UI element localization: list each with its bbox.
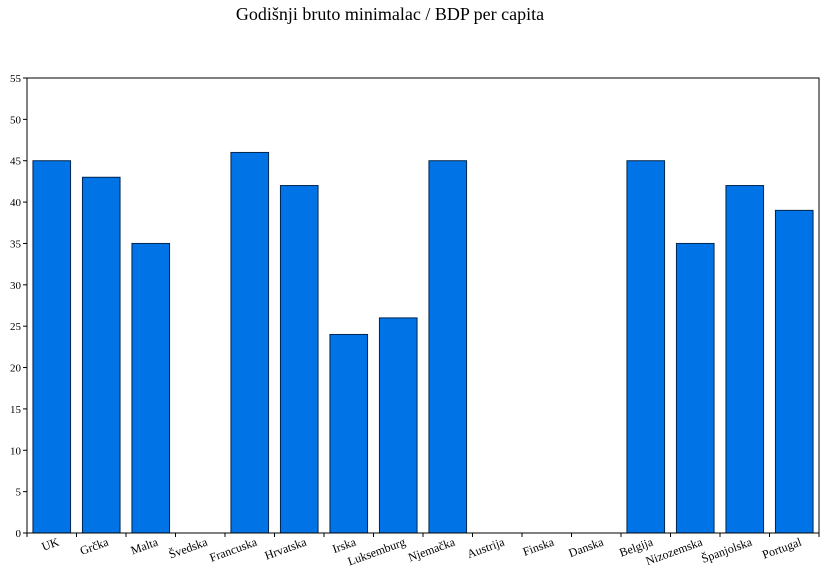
- bars: [32, 151, 814, 534]
- x-tick-label: Malta: [129, 534, 161, 557]
- bar-francuska: [230, 151, 270, 534]
- bar-irska: [329, 333, 369, 534]
- bar-uk: [32, 160, 72, 534]
- y-tick-label: 55: [10, 73, 22, 85]
- bar-luksemburg: [378, 317, 418, 534]
- bar-hrvatska: [279, 185, 319, 534]
- y-tick-label: 30: [10, 280, 22, 292]
- x-tick-label: Njemačka: [406, 534, 457, 564]
- x-tick-label: Španjolska: [699, 534, 754, 565]
- x-tick-label: Francuska: [208, 534, 260, 564]
- x-tick-label: Hrvatska: [263, 534, 309, 562]
- bar-njemačka: [428, 160, 468, 534]
- y-axis: 0 5 10 15 20 25 30 35 40 45 50 55: [10, 73, 27, 540]
- chart-title: Godišnji bruto minimalac / BDP per capit…: [235, 4, 545, 24]
- x-tick-label: Švedska: [167, 534, 210, 561]
- bar-nizozemska: [675, 242, 715, 534]
- x-tick-label: UK: [40, 535, 61, 554]
- y-tick-label: 35: [10, 238, 22, 250]
- bar-grčka: [81, 176, 121, 534]
- bar-španjolska: [725, 185, 765, 534]
- y-tick-label: 10: [10, 445, 22, 457]
- y-tick-label: 5: [16, 487, 22, 499]
- x-tick-label: Danska: [567, 534, 606, 560]
- y-tick-label: 40: [10, 197, 22, 209]
- y-tick-label: 25: [10, 321, 22, 333]
- y-tick-label: 0: [16, 528, 22, 540]
- y-tick-label: 15: [10, 404, 22, 416]
- x-tick-label: Luksemburg: [346, 535, 408, 569]
- bar-malta: [131, 242, 171, 534]
- bar-belgija: [626, 160, 666, 534]
- plot-frame: [26, 77, 820, 534]
- y-tick-label: 20: [10, 363, 22, 375]
- x-tick-label: Nizozemska: [644, 534, 705, 568]
- y-tick-label: 45: [10, 156, 22, 168]
- x-tick-label: Grčka: [78, 534, 111, 557]
- x-tick-label: Finska: [521, 534, 556, 558]
- x-tick-label: Portugal: [760, 534, 804, 561]
- x-tick-label: Austrija: [465, 534, 507, 561]
- bar-portugal: [774, 209, 814, 534]
- y-tick-label: 50: [10, 114, 22, 126]
